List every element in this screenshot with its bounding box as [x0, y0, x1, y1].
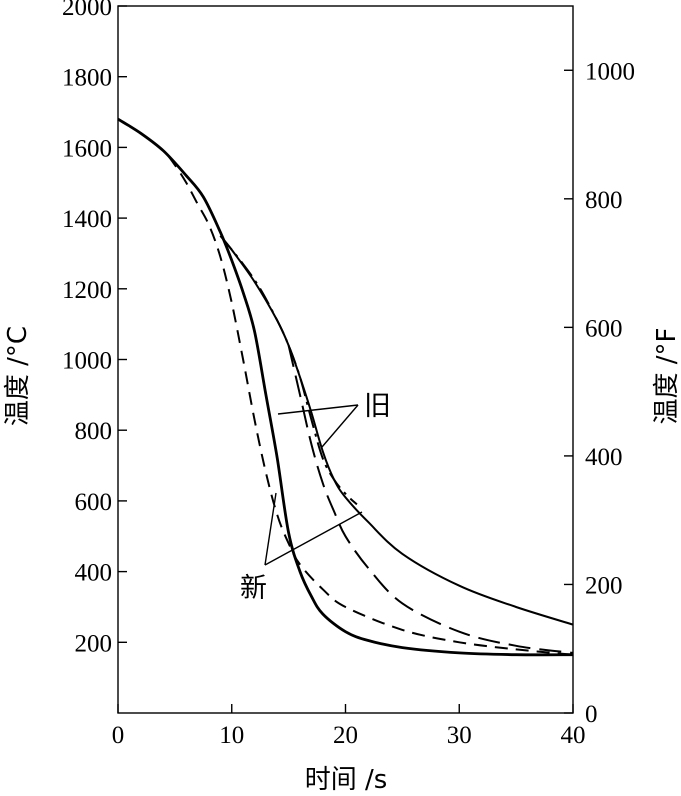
- y2-tick-label: 1000: [585, 58, 635, 85]
- x-tick-label: 20: [333, 722, 358, 749]
- new-pointer-line-1: [264, 492, 277, 566]
- series-line-4-solid-thin: [219, 235, 574, 626]
- y-tick-label: 1200: [62, 277, 112, 304]
- y-tick-label: 600: [75, 489, 113, 516]
- y-tick-label: 400: [75, 560, 113, 587]
- y2-tick-label: 200: [585, 572, 623, 599]
- new-pointer-line-2: [264, 511, 363, 566]
- y-tick-label: 2000: [62, 0, 112, 21]
- x-axis-title: 时间 /s: [305, 765, 388, 795]
- annotations-layer: 旧 新: [240, 391, 391, 604]
- series-line-3-dash-dot: [219, 235, 358, 506]
- old-pointer-line-1: [277, 404, 359, 415]
- y-axis-title-right: 温度 /°F: [652, 328, 681, 425]
- x-tick-label: 0: [112, 722, 125, 749]
- y-axis-title-left: 温度 /°C: [3, 326, 33, 426]
- x-tick-label: 40: [561, 722, 586, 749]
- annotation-old: 旧: [364, 391, 391, 422]
- y2-tick-label: 600: [585, 315, 623, 342]
- axes: 0 10 20 30 40 200 400 600 800 1000 1200 1400 1600 180…: [62, 0, 635, 749]
- old-pointer-line-2: [321, 404, 359, 448]
- y2-tick-label: 0: [585, 701, 598, 728]
- y2-tick-label: 800: [585, 187, 623, 214]
- y-tick-label: 1000: [62, 348, 112, 375]
- y2-tick-label: 400: [585, 444, 623, 471]
- y-tick-label: 1800: [62, 65, 112, 92]
- series-line-5-long-dash: [287, 345, 574, 654]
- y-tick-label: 800: [75, 418, 113, 445]
- y-tick-label: 200: [75, 630, 113, 657]
- x-tick-label: 10: [219, 722, 244, 749]
- y-tick-label: 1600: [62, 135, 112, 162]
- annotation-new: 新: [240, 573, 267, 604]
- series-line-2-dashed: [117, 118, 574, 656]
- y-tick-label: 1400: [62, 206, 112, 233]
- series-line-1-solid-thick: [117, 117, 574, 657]
- x-tick-label: 30: [447, 722, 472, 749]
- series-layer: [117, 117, 574, 657]
